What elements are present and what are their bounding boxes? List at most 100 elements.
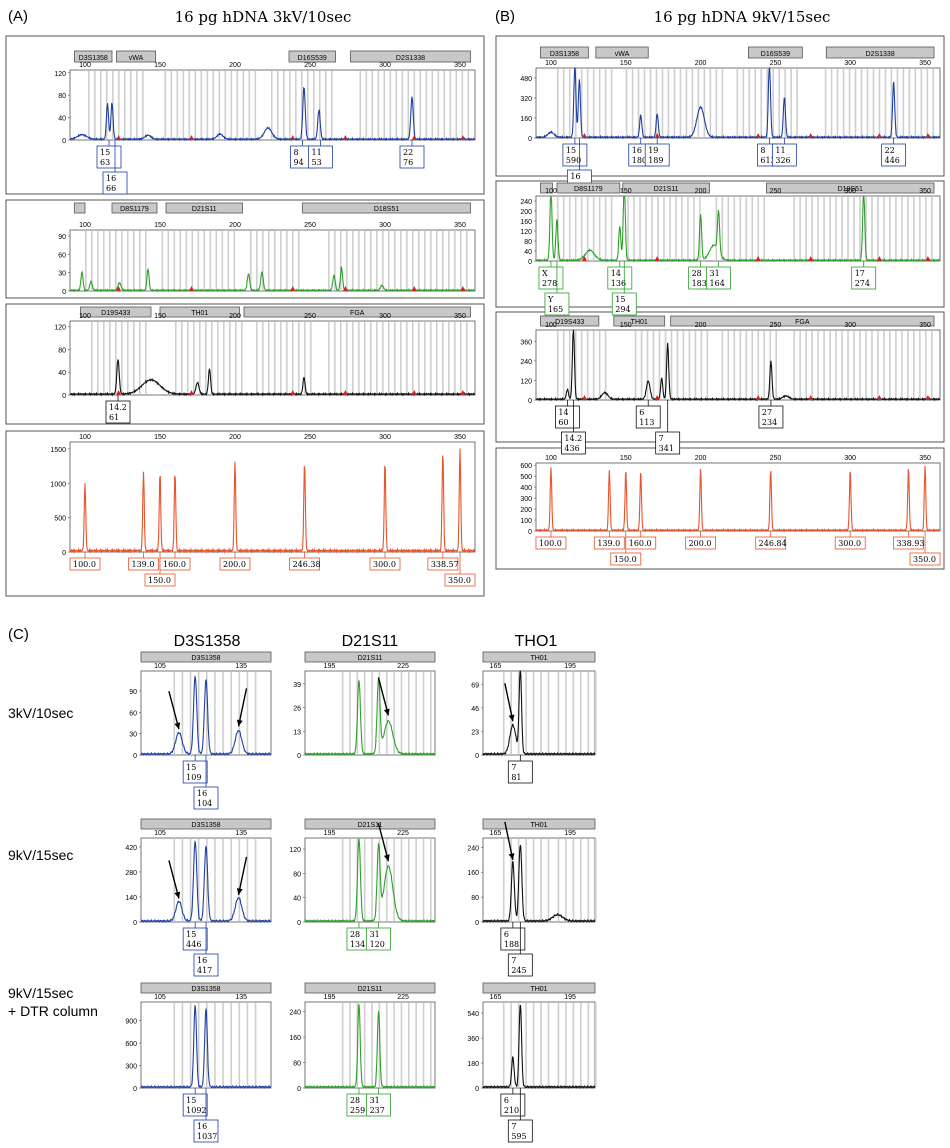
y-tick-label: 39: [293, 682, 301, 689]
allele-bin: [182, 71, 185, 139]
allele-bin: [681, 197, 683, 260]
allele-bin: [592, 69, 595, 137]
allele-call: 350.0: [448, 576, 471, 585]
marker-bar: [670, 315, 935, 327]
allele-bin: [502, 672, 505, 754]
allele-bin: [328, 231, 330, 290]
arrow-shaft: [377, 822, 390, 862]
allele-height: 113: [639, 418, 654, 427]
allele-height: 136: [611, 279, 626, 288]
allele-bin: [349, 839, 351, 921]
allele-bin: [268, 231, 270, 290]
allele-bin: [568, 69, 571, 137]
y-tick-label: 600: [520, 463, 532, 470]
allele-bin: [715, 69, 718, 137]
allele-box: [593, 536, 625, 550]
x-tick-label: 195: [324, 663, 336, 670]
marker-label: TH01: [631, 319, 648, 326]
allele-height: 1037: [197, 1132, 217, 1141]
allele-bin: [625, 69, 628, 137]
allele-box: [562, 143, 588, 167]
x-tick-label: 200: [695, 322, 707, 329]
arrow-head: [508, 853, 515, 860]
marker-bar: [302, 202, 471, 214]
allele-bin: [175, 322, 177, 394]
y-tick-label: 80: [293, 871, 301, 878]
allele-height: 595: [511, 1132, 526, 1141]
y-tick-label: 160: [467, 870, 479, 877]
allele-bin: [197, 672, 200, 754]
allele-bin: [562, 197, 565, 260]
allele-bin: [817, 331, 819, 399]
y-tick-label: 240: [467, 845, 479, 852]
allele-bin: [502, 839, 505, 921]
marker-label: D2S1338: [866, 51, 895, 58]
signal-trace: [140, 675, 272, 756]
allele-bin: [877, 331, 879, 399]
baseline-marker: [876, 133, 882, 138]
chart-a3: D19S433 TH01 FGA 100 150 200 250 300 350 0 40 80 120…: [54, 306, 476, 424]
y-tick-label: 0: [528, 136, 532, 143]
allele-box: [369, 557, 401, 571]
allele-box: [706, 266, 731, 290]
panel-b-letter: (B): [495, 8, 515, 25]
allele-bin: [286, 322, 288, 394]
allele-bin: [388, 231, 390, 290]
allele-bin: [902, 69, 905, 137]
signal-trace: [69, 448, 476, 555]
allele-bin: [364, 322, 366, 394]
y-tick-label: 320: [520, 96, 532, 103]
panel-frame-5: [495, 180, 945, 308]
allele-bin: [645, 197, 647, 260]
allele-call: 15: [186, 1096, 196, 1105]
allele-bin: [661, 69, 664, 137]
allele-call: 100.0: [73, 560, 96, 569]
marker-bar: [540, 315, 600, 327]
allele-call: 139.0: [132, 560, 155, 569]
allele-bin: [790, 69, 792, 137]
allele-bin: [436, 231, 438, 290]
y-tick-label: 0: [475, 753, 479, 760]
y-tick-label: 200: [520, 507, 532, 514]
allele-bin: [667, 69, 670, 137]
allele-bin: [349, 672, 351, 754]
marker-bar: [556, 182, 621, 194]
allele-call: 14.2: [109, 403, 127, 412]
baseline-marker: [755, 133, 761, 138]
allele-height: 234: [762, 418, 777, 427]
allele-bin: [254, 1003, 257, 1087]
allele-bin: [682, 331, 685, 399]
allele-bin: [778, 69, 780, 137]
allele-bin: [246, 672, 249, 754]
y-tick-label: 240: [520, 359, 532, 366]
x-tick-label: 100: [545, 188, 557, 195]
allele-call: 7: [511, 956, 516, 965]
allele-call: 338.93: [896, 539, 924, 548]
allele-call: 27: [762, 408, 772, 417]
y-tick-label: 26: [293, 706, 301, 713]
allele-bin: [393, 1003, 395, 1087]
allele-bin: [230, 672, 232, 754]
allele-box: [893, 536, 924, 550]
signal-trace: [482, 1004, 596, 1089]
signal-trace: [304, 1003, 436, 1089]
arrow-head: [508, 714, 515, 722]
allele-box: [834, 536, 866, 550]
allele-bin: [214, 1003, 216, 1087]
allele-bin: [595, 1003, 597, 1087]
allele-bin: [415, 1003, 417, 1087]
baseline-marker: [411, 286, 417, 291]
baseline-marker: [925, 395, 931, 400]
allele-bin: [236, 71, 239, 139]
allele-bin: [422, 839, 425, 921]
allele-height: 1092: [186, 1106, 206, 1115]
y-tick-label: 240: [289, 1010, 301, 1017]
locus-header-tho1: THO1: [515, 633, 558, 650]
baseline-marker: [116, 135, 122, 140]
y-tick-label: 80: [293, 1061, 301, 1068]
allele-bin: [878, 69, 881, 137]
allele-height: 245: [511, 966, 526, 975]
allele-bin: [389, 71, 392, 139]
y-tick-label: 360: [520, 339, 532, 346]
allele-bin: [823, 331, 825, 399]
